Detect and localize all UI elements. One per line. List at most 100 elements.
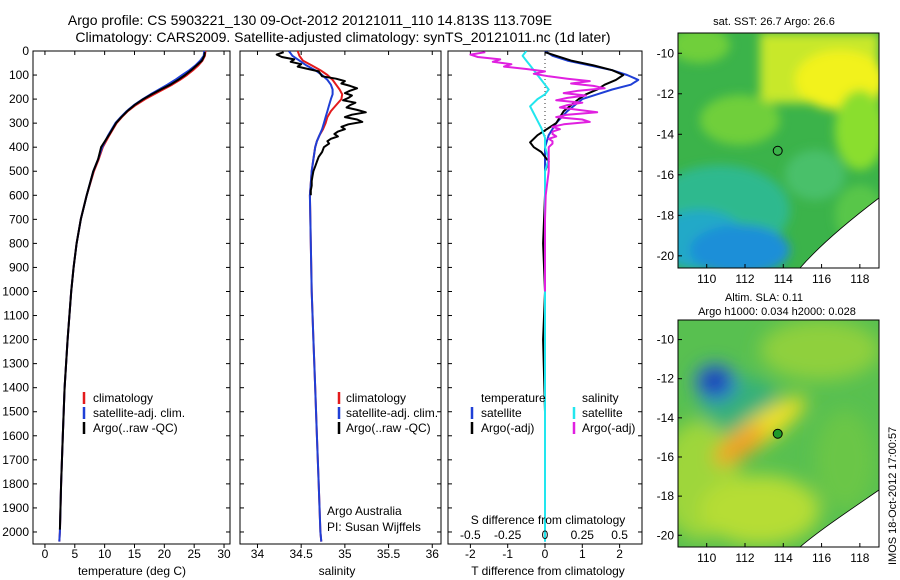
depth-tick-label: 2000 xyxy=(2,525,29,539)
temperature-legend: climatology satellite-adj. clim. Argo(..… xyxy=(82,391,185,435)
series-line-s-argo-adj- xyxy=(469,51,606,292)
depth-tick-label: 600 xyxy=(9,188,29,202)
header-line-1: Argo profile: CS 5903221_130 09-Oct-2012… xyxy=(68,12,552,28)
lat-tick-label: -20 xyxy=(657,249,675,263)
legend-label-satellite: satellite-adj. clim. xyxy=(93,406,185,420)
x-tick-label: 34 xyxy=(251,547,265,561)
depth-axis: 0 100 200 300 400 500 600 700 800 900 1000 1100 1200… xyxy=(2,44,230,539)
depth-tick-label: 1600 xyxy=(2,429,29,443)
temperature-panel: 0100200300400500600700800900100011001200… xyxy=(2,44,231,578)
sst-map-title: sat. SST: 26.7 Argo: 26.6 xyxy=(713,16,835,28)
difference-legend: temperature salinity satellite Argo(-adj… xyxy=(470,391,635,435)
depth-tick-label: 1000 xyxy=(2,284,29,298)
x-tick-label: 5 xyxy=(71,547,78,561)
x-tick-label: -1 xyxy=(502,547,513,561)
series-line-argo-raw-qc- xyxy=(58,52,206,530)
lon-tick-label: 116 xyxy=(812,551,831,565)
sla-map-lon-axis: 110 112 114 116 118 xyxy=(697,543,870,565)
depth-tick-label: 900 xyxy=(9,260,29,274)
depth-tick-label: 1200 xyxy=(2,333,29,347)
x-tick-label: 36 xyxy=(426,547,440,561)
depth-tick-label: 500 xyxy=(9,164,29,178)
x-tick-label: 10 xyxy=(98,547,112,561)
lon-tick-label: 110 xyxy=(697,272,716,286)
x-tick-label: -2 xyxy=(465,547,476,561)
lon-tick-label: 110 xyxy=(697,551,716,565)
lat-tick-label: -18 xyxy=(657,489,675,503)
temperature-x-axis: 0 5 10 15 20 25 30 xyxy=(42,51,231,561)
lon-tick-label: 112 xyxy=(735,551,754,565)
s-tick-label: 0.25 xyxy=(571,528,595,542)
legend-label-argo: Argo(..raw -QC) xyxy=(346,421,431,435)
difference-y-ticks xyxy=(448,50,642,533)
s-tick-label: -0.25 xyxy=(494,528,522,542)
s-difference-xlabel: S difference from climatology xyxy=(471,513,626,527)
sla-map-subtitle: Argo h1000: 0.034 h2000: 0.028 xyxy=(698,306,856,318)
imos-timestamp: IMOS 18-Oct-2012 17:00:57 xyxy=(887,427,899,565)
x-tick-label: 35 xyxy=(338,547,352,561)
legend-label-climatology: climatology xyxy=(93,391,153,405)
sla-map-panel: Altim. SLA: 0.11 Argo h1000: 0.034 h2000… xyxy=(657,292,880,565)
lon-tick-label: 112 xyxy=(735,272,754,286)
depth-tick-label: 1700 xyxy=(2,453,29,467)
legend-label-satellite: satellite-adj. clim. xyxy=(346,406,438,420)
salinity-panel: 34 34.5 35 35.5 36 salinity climatology sate… xyxy=(239,50,442,578)
depth-tick-label: 1800 xyxy=(2,477,29,491)
lat-tick-label: -18 xyxy=(657,208,675,222)
sla-map-frame xyxy=(677,319,880,548)
x-tick-label: 34.5 xyxy=(289,547,313,561)
salinity-axes-frame xyxy=(239,50,442,545)
legend-label-climatology: climatology xyxy=(346,391,406,405)
sst-heatmap xyxy=(678,33,879,268)
depth-tick-label: 300 xyxy=(9,116,29,130)
legend-header-salinity: salinity xyxy=(582,391,619,405)
x-tick-label: 20 xyxy=(158,547,172,561)
depth-tick-label: 200 xyxy=(9,92,29,106)
lat-tick-label: -14 xyxy=(657,411,675,425)
lat-tick-label: -16 xyxy=(657,168,675,182)
lat-tick-label: -10 xyxy=(657,333,675,347)
salinity-series xyxy=(275,51,367,542)
legend-label-t-satellite: satellite xyxy=(481,406,522,420)
lon-tick-label: 118 xyxy=(850,551,869,565)
pi-note: PI: Susan Wijffels xyxy=(327,520,421,534)
salinity-xlabel: salinity xyxy=(319,564,356,578)
x-tick-label: 0 xyxy=(42,547,49,561)
salinity-y-ticks xyxy=(240,50,441,533)
difference-series xyxy=(469,51,640,542)
depth-tick-label: 1300 xyxy=(2,357,29,371)
x-tick-label: 1 xyxy=(579,547,586,561)
legend-label-s-argo: Argo(-adj) xyxy=(582,421,635,435)
s-tick-label: 0 xyxy=(542,528,549,542)
temperature-axes-frame xyxy=(32,50,231,545)
depth-tick-label: 1900 xyxy=(2,501,29,515)
depth-tick-label: 800 xyxy=(9,236,29,250)
lat-tick-label: -16 xyxy=(657,450,675,464)
argo-float-marker xyxy=(772,145,783,156)
argo-australia-note: Argo Australia xyxy=(327,504,402,518)
depth-tick-label: 700 xyxy=(9,212,29,226)
lat-tick-label: -10 xyxy=(657,46,675,60)
x-tick-label: 30 xyxy=(217,547,231,561)
s-tick-label: -0.5 xyxy=(460,528,481,542)
depth-tick-label: 0 xyxy=(22,44,29,58)
header-line-2: Climatology: CARS2009. Satellite-adjuste… xyxy=(75,29,610,45)
legend-label-argo: Argo(..raw -QC) xyxy=(93,421,178,435)
sst-map-panel: sat. SST: 26.7 Argo: 26.6 -10-12-14-16-1… xyxy=(657,16,880,286)
argo-float-marker xyxy=(772,428,783,439)
t-difference-xlabel: T difference from climatology xyxy=(471,564,625,578)
x-tick-label: 35.5 xyxy=(377,547,401,561)
salinity-x-axis: 34 34.5 35 35.5 36 xyxy=(251,51,439,561)
difference-x-axis: -2 -1 0 1 2 xyxy=(465,51,623,561)
depth-tick-label: 1100 xyxy=(3,309,29,323)
lon-tick-label: 116 xyxy=(812,272,831,286)
sla-map-lat-axis: -10 -12 -14 -16 -18 -20 xyxy=(657,333,682,542)
lon-tick-label: 114 xyxy=(774,272,793,286)
series-line-argo-raw-qc- xyxy=(275,51,367,196)
lon-tick-label: 118 xyxy=(850,272,869,286)
lon-tick-label: 114 xyxy=(774,551,793,565)
x-tick-label: 25 xyxy=(188,547,202,561)
depth-tick-label: 1400 xyxy=(2,381,29,395)
lat-tick-label: -20 xyxy=(657,528,675,542)
